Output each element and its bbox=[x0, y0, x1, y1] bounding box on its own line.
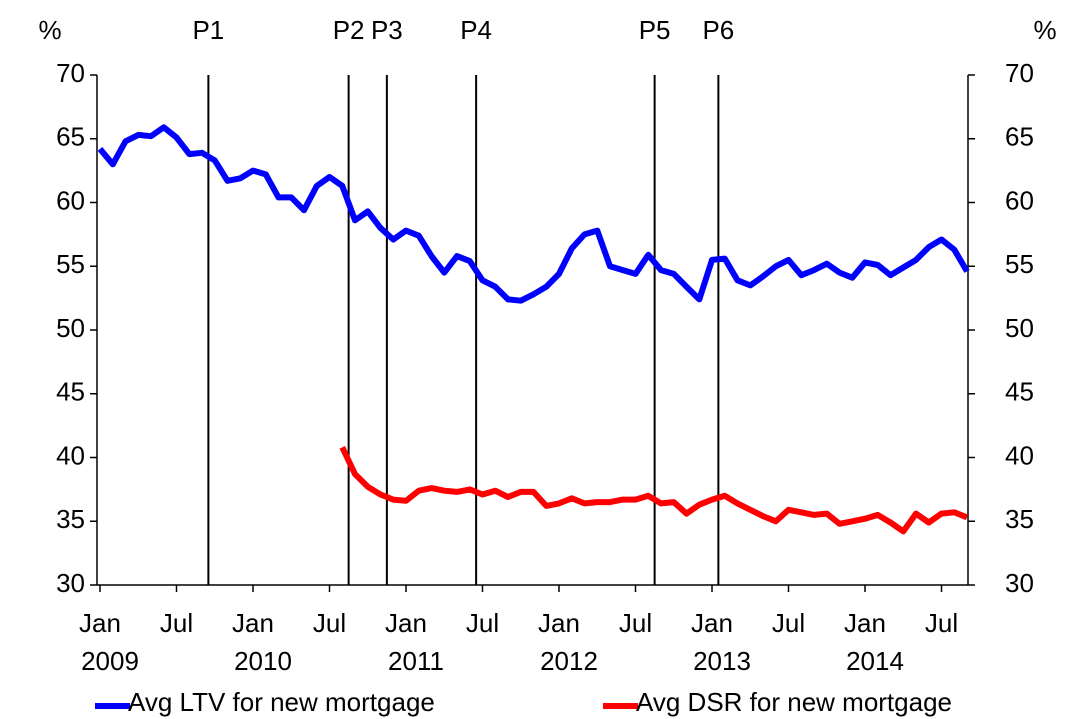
y2-tick-label: 35 bbox=[1005, 504, 1034, 534]
x-tick-label: Jan bbox=[79, 608, 121, 638]
x-tick-label: Jul bbox=[313, 608, 346, 638]
annotation-label: P6 bbox=[702, 15, 734, 45]
y-tick-label: 65 bbox=[56, 122, 85, 152]
y2-tick-label: 45 bbox=[1005, 377, 1034, 407]
x-tick-label: Jul bbox=[466, 608, 499, 638]
annotation-label: P5 bbox=[639, 15, 671, 45]
x-tick-label: Jul bbox=[772, 608, 805, 638]
y2-tick-label: 40 bbox=[1005, 440, 1034, 470]
x-year-label: 2009 bbox=[81, 646, 139, 676]
x-tick-label: Jul bbox=[925, 608, 958, 638]
y2-tick-label: 55 bbox=[1005, 249, 1034, 279]
annotation-label: P3 bbox=[371, 15, 403, 45]
y2-tick-label: 30 bbox=[1005, 568, 1034, 598]
annotation-label: P2 bbox=[333, 15, 365, 45]
y-tick-label: 55 bbox=[56, 249, 85, 279]
series-line bbox=[339, 446, 969, 535]
y-tick-label: 70 bbox=[56, 58, 85, 88]
x-tick-label: Jul bbox=[619, 608, 652, 638]
x-tick-label: Jan bbox=[538, 608, 580, 638]
y-tick-label: 30 bbox=[56, 568, 85, 598]
x-year-label: 2014 bbox=[846, 646, 904, 676]
x-tick-label: Jan bbox=[385, 608, 427, 638]
y-tick-label: 60 bbox=[56, 185, 85, 215]
y-tick-label: 35 bbox=[56, 504, 85, 534]
y2-axis-label: % bbox=[1033, 15, 1056, 45]
x-tick-label: Jan bbox=[844, 608, 886, 638]
x-year-label: 2012 bbox=[540, 646, 598, 676]
annotation-label: P4 bbox=[460, 15, 492, 45]
y2-tick-label: 70 bbox=[1005, 58, 1034, 88]
y-tick-label: 40 bbox=[56, 440, 85, 470]
x-year-label: 2011 bbox=[388, 646, 444, 676]
x-tick-label: Jan bbox=[691, 608, 733, 638]
y-axis-label: % bbox=[38, 15, 61, 45]
x-tick-label: Jul bbox=[160, 608, 193, 638]
y2-tick-label: 60 bbox=[1005, 185, 1034, 215]
y-tick-label: 45 bbox=[56, 377, 85, 407]
series-line bbox=[97, 124, 970, 304]
y-tick-label: 50 bbox=[56, 313, 85, 343]
y2-tick-label: 65 bbox=[1005, 122, 1034, 152]
x-year-label: 2010 bbox=[234, 646, 292, 676]
x-year-label: 2013 bbox=[693, 646, 751, 676]
legend-label: Avg DSR for new mortgage bbox=[636, 687, 952, 717]
legend-label: Avg LTV for new mortgage bbox=[128, 687, 435, 717]
annotation-label: P1 bbox=[192, 15, 224, 45]
y2-tick-label: 50 bbox=[1005, 313, 1034, 343]
x-tick-label: Jan bbox=[232, 608, 274, 638]
